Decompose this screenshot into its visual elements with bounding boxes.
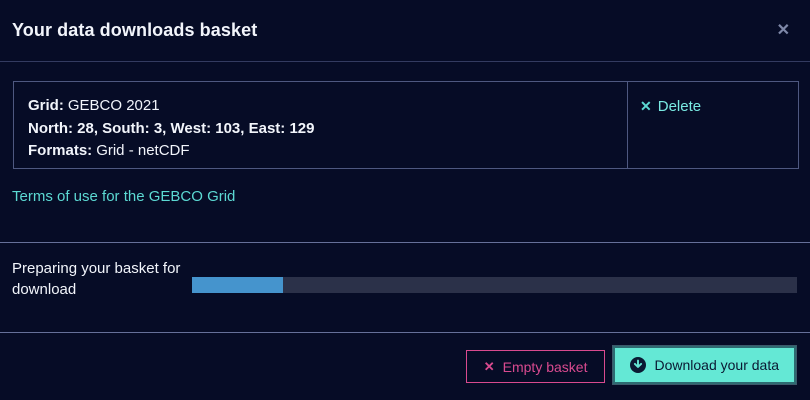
formats-value: Grid - netCDF — [96, 142, 190, 159]
progress-bar — [192, 277, 797, 293]
formats-label: Formats: — [28, 142, 93, 159]
footer-divider — [0, 332, 810, 333]
modal-header: Your data downloads basket ✕ — [0, 0, 810, 62]
page-title: Your data downloads basket — [12, 20, 258, 40]
basket-item: Grid: GEBCO 2021 North: 28, South: 3, Wes… — [13, 81, 799, 169]
empty-basket-button[interactable]: ✕ Empty basket — [465, 350, 606, 383]
delete-label: Delete — [657, 98, 702, 115]
grid-value: GEBCO 2021 — [67, 97, 160, 114]
grid-label: Grid: — [28, 97, 64, 114]
download-button[interactable]: Download your data — [613, 346, 796, 384]
formats-line: Formats: Grid - netCDF — [28, 140, 613, 163]
grid-line: Grid: GEBCO 2021 — [28, 95, 613, 118]
bounds-line: North: 28, South: 3, West: 103, East: 12… — [28, 119, 315, 137]
download-label: Download your data — [654, 357, 779, 373]
progress-fill — [192, 277, 283, 293]
basket-item-details: Grid: GEBCO 2021 North: 28, South: 3, Wes… — [14, 82, 627, 168]
empty-basket-label: Empty basket — [502, 358, 588, 375]
footer-actions: ✕ Empty basket Download your data — [465, 346, 796, 384]
close-icon[interactable]: ✕ — [773, 19, 794, 43]
progress-label: Preparing your basket for download — [12, 260, 181, 298]
basket-item-actions: ✕ Delete — [627, 82, 798, 168]
download-circle-icon — [630, 357, 647, 373]
x-icon: ✕ — [640, 98, 652, 114]
delete-button[interactable]: ✕ Delete — [640, 98, 701, 115]
terms-of-use-link[interactable]: Terms of use for the GEBCO Grid — [12, 188, 236, 205]
x-icon: ✕ — [483, 358, 495, 374]
progress-divider — [0, 242, 810, 243]
